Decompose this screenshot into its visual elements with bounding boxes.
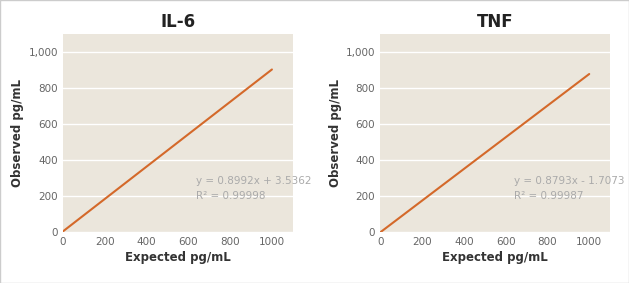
Title: TNF: TNF [477,13,513,31]
X-axis label: Expected pg/mL: Expected pg/mL [442,251,548,264]
X-axis label: Expected pg/mL: Expected pg/mL [125,251,231,264]
Y-axis label: Observed pg/mL: Observed pg/mL [11,79,25,187]
Text: y = 0.8793x - 1.7073
R² = 0.99987: y = 0.8793x - 1.7073 R² = 0.99987 [513,176,624,201]
Title: IL-6: IL-6 [160,13,196,31]
Text: y = 0.8992x + 3.5362
R² = 0.99998: y = 0.8992x + 3.5362 R² = 0.99998 [196,176,312,201]
Y-axis label: Observed pg/mL: Observed pg/mL [329,79,342,187]
